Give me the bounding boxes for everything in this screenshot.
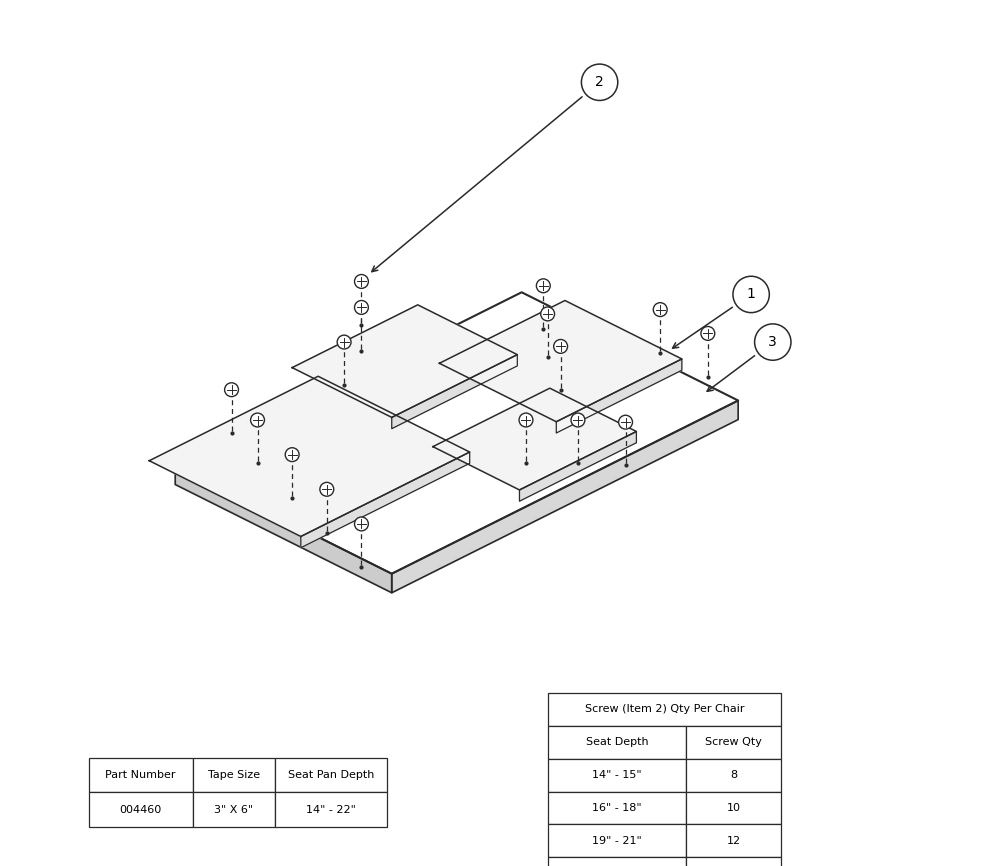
FancyBboxPatch shape — [193, 792, 275, 827]
Polygon shape — [149, 376, 470, 537]
FancyBboxPatch shape — [548, 759, 686, 792]
FancyBboxPatch shape — [89, 758, 193, 792]
Polygon shape — [301, 452, 470, 548]
Circle shape — [554, 339, 568, 353]
Text: 19" - 21": 19" - 21" — [592, 836, 642, 846]
FancyBboxPatch shape — [548, 824, 686, 857]
Circle shape — [619, 415, 632, 429]
Circle shape — [581, 64, 618, 100]
Polygon shape — [433, 388, 636, 490]
Circle shape — [536, 279, 550, 293]
FancyBboxPatch shape — [686, 726, 781, 759]
Circle shape — [541, 307, 555, 321]
Polygon shape — [292, 305, 517, 417]
Circle shape — [320, 482, 334, 496]
Polygon shape — [175, 466, 392, 592]
Circle shape — [225, 383, 238, 397]
FancyBboxPatch shape — [89, 792, 193, 827]
Circle shape — [337, 335, 351, 349]
Text: 2: 2 — [595, 75, 604, 89]
Text: 16" - 18": 16" - 18" — [592, 803, 642, 813]
Circle shape — [653, 302, 667, 316]
FancyBboxPatch shape — [686, 759, 781, 792]
Polygon shape — [556, 359, 682, 433]
Text: Seat Depth: Seat Depth — [586, 737, 648, 747]
Text: 10: 10 — [727, 803, 741, 813]
Polygon shape — [392, 400, 738, 592]
Text: 1: 1 — [747, 288, 756, 301]
Polygon shape — [392, 355, 517, 429]
Circle shape — [571, 413, 585, 427]
Circle shape — [355, 301, 368, 314]
Text: 3" X 6": 3" X 6" — [214, 805, 253, 815]
FancyBboxPatch shape — [548, 726, 686, 759]
FancyBboxPatch shape — [686, 857, 781, 866]
Polygon shape — [439, 301, 682, 422]
FancyBboxPatch shape — [193, 758, 275, 792]
Text: Tape Size: Tape Size — [208, 770, 260, 780]
Text: Seat Pan Depth: Seat Pan Depth — [288, 770, 374, 780]
Text: Screw (Item 2) Qty Per Chair: Screw (Item 2) Qty Per Chair — [585, 704, 744, 714]
Text: 3: 3 — [768, 335, 777, 349]
FancyBboxPatch shape — [548, 693, 781, 726]
Circle shape — [519, 413, 533, 427]
Polygon shape — [519, 431, 636, 501]
Text: 8: 8 — [730, 770, 737, 780]
Circle shape — [251, 413, 264, 427]
FancyBboxPatch shape — [548, 792, 686, 824]
Text: 004460: 004460 — [119, 805, 162, 815]
Circle shape — [733, 276, 769, 313]
Circle shape — [755, 324, 791, 360]
FancyBboxPatch shape — [275, 792, 387, 827]
Polygon shape — [175, 293, 738, 573]
Circle shape — [701, 326, 715, 340]
Circle shape — [355, 517, 368, 531]
Circle shape — [285, 448, 299, 462]
Text: Screw Qty: Screw Qty — [705, 737, 762, 747]
Text: 14" - 22": 14" - 22" — [306, 805, 356, 815]
FancyBboxPatch shape — [686, 792, 781, 824]
Circle shape — [355, 275, 368, 288]
Text: 12: 12 — [727, 836, 741, 846]
FancyBboxPatch shape — [686, 824, 781, 857]
FancyBboxPatch shape — [275, 758, 387, 792]
FancyBboxPatch shape — [548, 857, 686, 866]
Text: 14" - 15": 14" - 15" — [592, 770, 642, 780]
Text: Part Number: Part Number — [105, 770, 176, 780]
